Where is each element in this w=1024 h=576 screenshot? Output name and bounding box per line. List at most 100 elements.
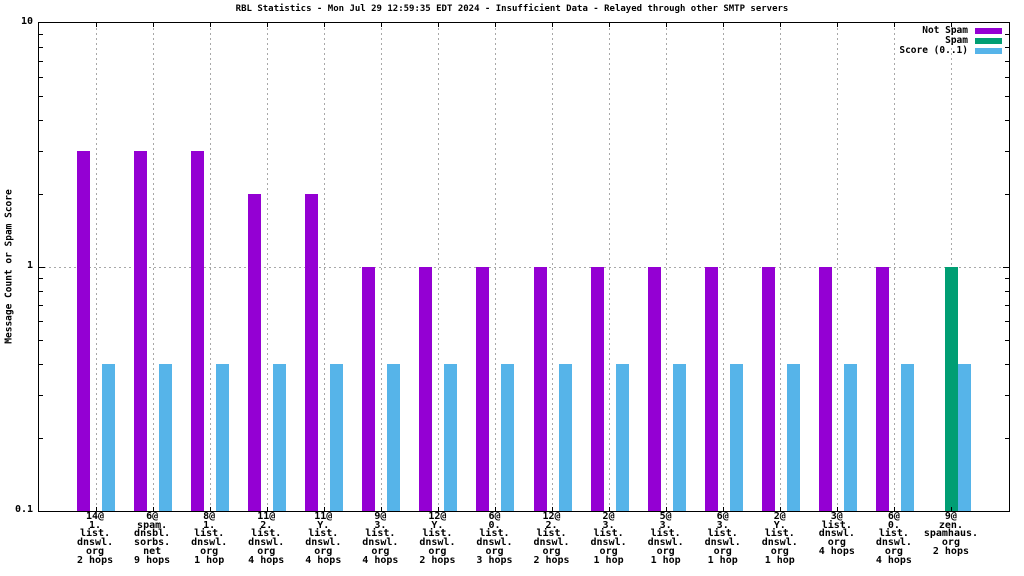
- bar-not-spam: [191, 150, 205, 511]
- y-minor-tick: [1005, 194, 1009, 195]
- bar-score-0-1: [330, 364, 344, 511]
- bar-score-0-1: [444, 364, 458, 511]
- y-minor-tick: [1005, 77, 1009, 78]
- bar-score-0-1: [558, 364, 572, 511]
- bar-not-spam: [761, 267, 775, 511]
- bar-not-spam: [248, 193, 262, 511]
- x-category-label: 11@ Y. list. dnswl. org 4 hops: [305, 511, 342, 566]
- y-minor-tick: [1005, 278, 1009, 279]
- bar-spam: [945, 267, 959, 511]
- x-tick-mark: [266, 507, 268, 511]
- x-tick-mark: [95, 23, 97, 27]
- y-minor-tick: [39, 77, 43, 78]
- y-minor-tick: [39, 340, 43, 341]
- y-minor-tick: [39, 47, 43, 48]
- legend-item: Score (0..1): [899, 46, 1002, 55]
- y-minor-tick: [39, 151, 43, 152]
- bar-score-0-1: [900, 364, 914, 511]
- y-minor-tick: [39, 194, 43, 195]
- y-minor-tick: [1005, 438, 1009, 439]
- x-tick-mark: [323, 23, 325, 27]
- x-tick-mark: [95, 507, 97, 511]
- bar-score-0-1: [216, 364, 230, 511]
- bar-not-spam: [362, 267, 376, 511]
- x-tick-mark: [494, 23, 496, 27]
- bar-score-0-1: [159, 364, 173, 511]
- bar-score-0-1: [786, 364, 800, 511]
- y-minor-tick: [1005, 151, 1009, 152]
- x-tick-mark: [209, 507, 211, 511]
- y-minor-tick: [39, 321, 43, 322]
- x-tick-mark: [152, 507, 154, 511]
- legend-label: Not Spam: [922, 25, 968, 36]
- x-tick-mark: [609, 23, 611, 27]
- x-tick-mark: [380, 23, 382, 27]
- x-category-label: 6@ 0. list. dnswl. org 4 hops: [875, 511, 912, 566]
- legend-swatch-score-0-1: [975, 48, 1002, 54]
- y-major-tick: [39, 267, 45, 268]
- x-tick-mark: [266, 23, 268, 27]
- bar-not-spam: [590, 267, 604, 511]
- y-tick-label: 10: [20, 16, 33, 27]
- bar-score-0-1: [672, 364, 686, 511]
- x-tick-mark: [380, 507, 382, 511]
- x-category-label: 2@ Y. list. dnswl. org 1 hop: [761, 511, 798, 566]
- y-minor-tick: [39, 120, 43, 121]
- x-category-label: 9@ 3. list. dnswl. org 4 hops: [362, 511, 399, 566]
- x-tick-mark: [951, 507, 953, 511]
- bar-not-spam: [533, 267, 547, 511]
- x-category-label: 8@ 1. list. dnswl. org 1 hop: [191, 511, 228, 566]
- horizontal-gridline: [39, 267, 1009, 268]
- x-tick-mark: [552, 23, 554, 27]
- legend: Not Spam Spam Score (0..1): [899, 25, 1002, 55]
- y-minor-tick: [39, 395, 43, 396]
- x-category-label: 6@ 3. list. dnswl. org 1 hop: [704, 511, 741, 566]
- y-minor-tick: [1005, 34, 1009, 35]
- y-minor-tick: [1005, 96, 1009, 97]
- y-minor-tick: [39, 96, 43, 97]
- legend-swatch-not-spam: [975, 28, 1002, 34]
- x-tick-mark: [437, 23, 439, 27]
- legend-swatch-spam: [975, 38, 1002, 44]
- x-tick-mark: [780, 23, 782, 27]
- x-category-label: 6@ spam. dnsbl. sorbs. net 9 hops: [134, 511, 171, 566]
- x-tick-mark: [609, 507, 611, 511]
- bar-not-spam: [77, 150, 91, 511]
- bar-score-0-1: [102, 364, 116, 511]
- bar-score-0-1: [387, 364, 401, 511]
- y-minor-tick: [1005, 340, 1009, 341]
- x-tick-mark: [209, 23, 211, 27]
- x-category-label: 3@ list. dnswl. org 4 hops: [818, 511, 855, 557]
- x-tick-mark: [951, 23, 953, 27]
- x-category-label: 14@ 1. list. dnswl. org 2 hops: [76, 511, 114, 566]
- y-minor-tick: [39, 438, 43, 439]
- bar-score-0-1: [843, 364, 857, 511]
- y-tick-label: 1: [26, 260, 33, 271]
- bar-not-spam: [419, 267, 433, 511]
- bar-score-0-1: [501, 364, 515, 511]
- y-minor-tick: [39, 34, 43, 35]
- bar-not-spam: [476, 267, 490, 511]
- bar-score-0-1: [615, 364, 629, 511]
- x-tick-mark: [666, 507, 668, 511]
- plot-area: Not Spam Spam Score (0..1): [38, 22, 1010, 512]
- x-category-label: 12@ Y. list. dnswl. org 2 hops: [419, 511, 456, 566]
- x-tick-mark: [666, 23, 668, 27]
- x-tick-mark: [723, 23, 725, 27]
- bar-not-spam: [704, 267, 718, 511]
- bar-score-0-1: [273, 364, 287, 511]
- legend-label: Spam: [945, 35, 968, 46]
- x-category-label: 9@ zen. spamhaus. org 2 hops: [923, 511, 979, 557]
- legend-item: Spam: [899, 35, 1002, 46]
- y-minor-tick: [1005, 291, 1009, 292]
- x-category-label: 6@ 0. list. dnswl. org 3 hops: [476, 511, 513, 566]
- x-tick-mark: [552, 507, 554, 511]
- bar-not-spam: [134, 150, 148, 511]
- y-minor-tick: [1005, 364, 1009, 365]
- bar-score-0-1: [957, 364, 971, 511]
- bar-not-spam: [818, 267, 832, 511]
- y-minor-tick: [1005, 61, 1009, 62]
- bar-score-0-1: [729, 364, 743, 511]
- y-minor-tick: [39, 278, 43, 279]
